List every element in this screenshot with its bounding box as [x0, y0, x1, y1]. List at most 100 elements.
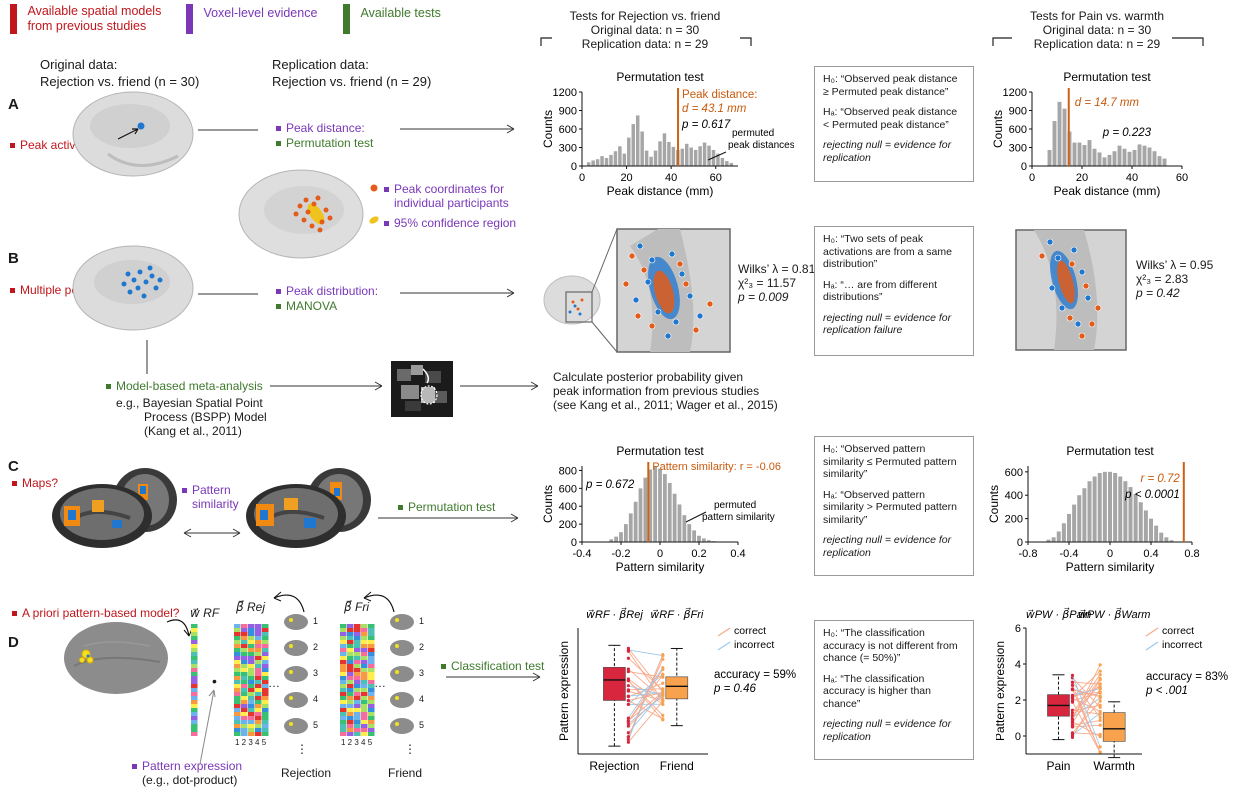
box-c-h0: H₀: “Observed pattern similarity ≤ Permu… [823, 443, 957, 480]
matrix-cell [340, 648, 347, 652]
y-tick-label: 0 [1015, 731, 1021, 743]
pair-point-right [1098, 676, 1102, 681]
matrix-cell [241, 660, 248, 664]
matrix-cell [354, 720, 361, 724]
row-a-test-text: Permutation test [286, 136, 374, 150]
box [1102, 712, 1126, 742]
matrix-cell [368, 632, 375, 636]
matrix-cell [368, 672, 375, 676]
pair-line [1072, 679, 1101, 724]
matrix-cell [361, 624, 368, 628]
rf-header: Tests for Rejection vs. friend Original … [540, 9, 750, 51]
meta-example-1: e.g., Bayesian Spatial Point [116, 396, 263, 410]
matrix-cell [234, 624, 241, 628]
category-label: Pain [1046, 759, 1070, 773]
matrix-cell [248, 680, 255, 684]
matrix-cell [354, 640, 361, 644]
matrix-cell [340, 632, 347, 636]
subject-number: 3 [419, 668, 425, 678]
original-title: Original data: [40, 57, 118, 72]
histogram-bar [653, 466, 658, 542]
stats-b-pw: Wilks’ λ = 0.95 χ²₃ = 2.83 p = 0.42 [1136, 258, 1213, 300]
matrix-cell [347, 640, 354, 644]
matrix-cell [361, 696, 368, 700]
arrow-expression [199, 689, 216, 765]
matrix-cell [255, 708, 262, 712]
histogram-bar [689, 147, 693, 166]
histogram-bar [1122, 148, 1127, 166]
pair-point-left [626, 724, 630, 728]
meta-label-text: Model-based meta-analysis [116, 379, 263, 393]
matrix-cell [234, 720, 241, 724]
matrix-cell [262, 676, 269, 680]
pair-point-left [1070, 683, 1075, 687]
matrix-cell [340, 660, 347, 664]
matrix-cell [368, 700, 375, 704]
histogram-bar [600, 156, 604, 166]
matrix-cell [340, 624, 347, 628]
p-value: p < 0.0001 [1124, 489, 1180, 501]
matrix-cell [347, 672, 354, 676]
legend-correct: correct [734, 625, 766, 637]
histogram-bar [1052, 120, 1057, 166]
legend-spatial-label-2: from previous studies [27, 19, 147, 33]
pair-line [1072, 689, 1101, 698]
matrix-cell [241, 700, 248, 704]
histogram-bar [640, 131, 644, 166]
matrix-cell [340, 732, 347, 736]
matrix-cell [354, 624, 361, 628]
pair-line [628, 680, 664, 716]
matrix-cell [255, 636, 262, 640]
histogram-bar [702, 142, 707, 166]
histogram-bar [1152, 151, 1157, 166]
matrix-cell [340, 636, 347, 640]
matrix-cell [191, 648, 198, 652]
matrix-cell [255, 712, 262, 716]
pair-line [1072, 664, 1101, 720]
brain-thumb-icon [284, 614, 308, 630]
histogram-bar [1118, 476, 1123, 542]
matrix-cell [368, 684, 375, 688]
matrix-cell [361, 668, 368, 672]
matrix-cell [255, 704, 262, 708]
matrix-cell [262, 648, 269, 652]
matrix-cell [241, 652, 248, 656]
box-d-note: rejecting null = evidence for replicatio… [823, 718, 952, 743]
row-a-test: Permutation test [276, 136, 373, 150]
matrix-cell [354, 632, 361, 636]
legend-a-ci-text: 95% confidence region [394, 216, 517, 230]
matrix-cell [191, 640, 198, 644]
matrix-cell [234, 708, 241, 712]
legend-voxel-label: Voxel-level evidence [203, 6, 318, 20]
matrix-cell [340, 692, 347, 696]
row-d-question-text: A priori pattern-based model? [22, 606, 180, 620]
pair-point-right [661, 672, 665, 676]
y-tick-label: 600 [1009, 124, 1027, 136]
matrix-cell [262, 640, 269, 644]
annotation-2: pattern similarity [702, 512, 775, 523]
row-a-evidence-text: Peak distance: [286, 121, 365, 135]
pair-line [1072, 675, 1101, 748]
matrix-cell [248, 640, 255, 644]
histogram-bar [1056, 531, 1061, 542]
legend-incorrect-line [1145, 641, 1159, 651]
chart-a-pw: Permutation test 0 300 600 900 1200 0 20 40 60 Pea… [991, 70, 1188, 198]
histogram-bar [631, 124, 635, 166]
legend-a-ci: 95% confidence region [384, 216, 516, 230]
histogram-bar [609, 154, 613, 166]
pair-point-right [661, 713, 665, 717]
histogram-bar [1072, 504, 1077, 542]
y-tick-label: 0 [571, 161, 577, 173]
matrix-cell [262, 684, 269, 688]
x-tick-label: 40 [1126, 172, 1138, 184]
posterior-2: peak information from previous studies [553, 384, 760, 398]
matrix-cell [241, 728, 248, 732]
matrix-cell [361, 656, 368, 660]
pair-line [628, 671, 663, 678]
matrix-cell [340, 712, 347, 716]
matrix-cell [255, 664, 262, 668]
y-axis-label: Counts [987, 485, 1001, 523]
row-c-test-text: Permutation test [408, 500, 496, 514]
histogram-bar [1046, 539, 1051, 542]
matrix-cell [347, 716, 354, 720]
